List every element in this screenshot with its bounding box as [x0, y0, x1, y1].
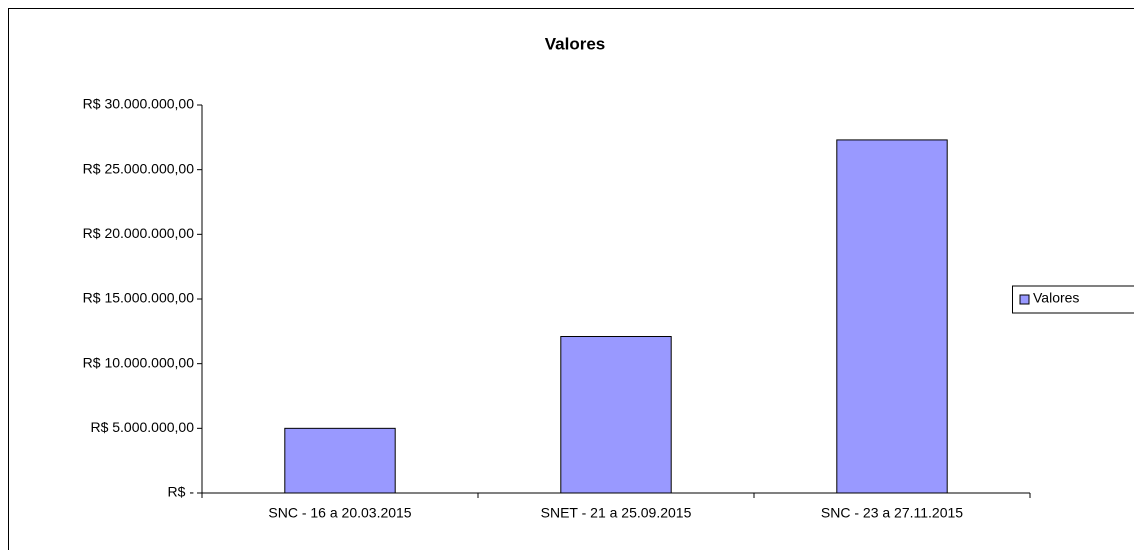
- y-tick-label: R$ 20.000.000,00: [83, 225, 195, 241]
- y-tick-label: R$ 25.000.000,00: [83, 160, 195, 176]
- y-tick-label: R$ -: [168, 484, 195, 500]
- x-tick-label: SNC - 23 a 27.11.2015: [821, 505, 963, 521]
- x-tick-label: SNC - 16 a 20.03.2015: [268, 505, 411, 521]
- bar: [836, 139, 948, 494]
- y-tick-label: R$ 5.000.000,00: [90, 419, 194, 435]
- legend-label: Valores: [1033, 290, 1079, 306]
- y-tick-label: R$ 30.000.000,00: [83, 96, 195, 112]
- y-tick-label: R$ 10.000.000,00: [83, 354, 195, 370]
- y-tick-label: R$ 15.000.000,00: [83, 290, 195, 306]
- legend-frame: [1012, 285, 1134, 314]
- bar: [284, 427, 396, 494]
- legend-swatch: [1019, 294, 1030, 305]
- bar: [560, 336, 672, 494]
- chart-title: Valores: [545, 34, 606, 53]
- x-tick-label: SNET - 21 a 25.09.2015: [541, 505, 692, 521]
